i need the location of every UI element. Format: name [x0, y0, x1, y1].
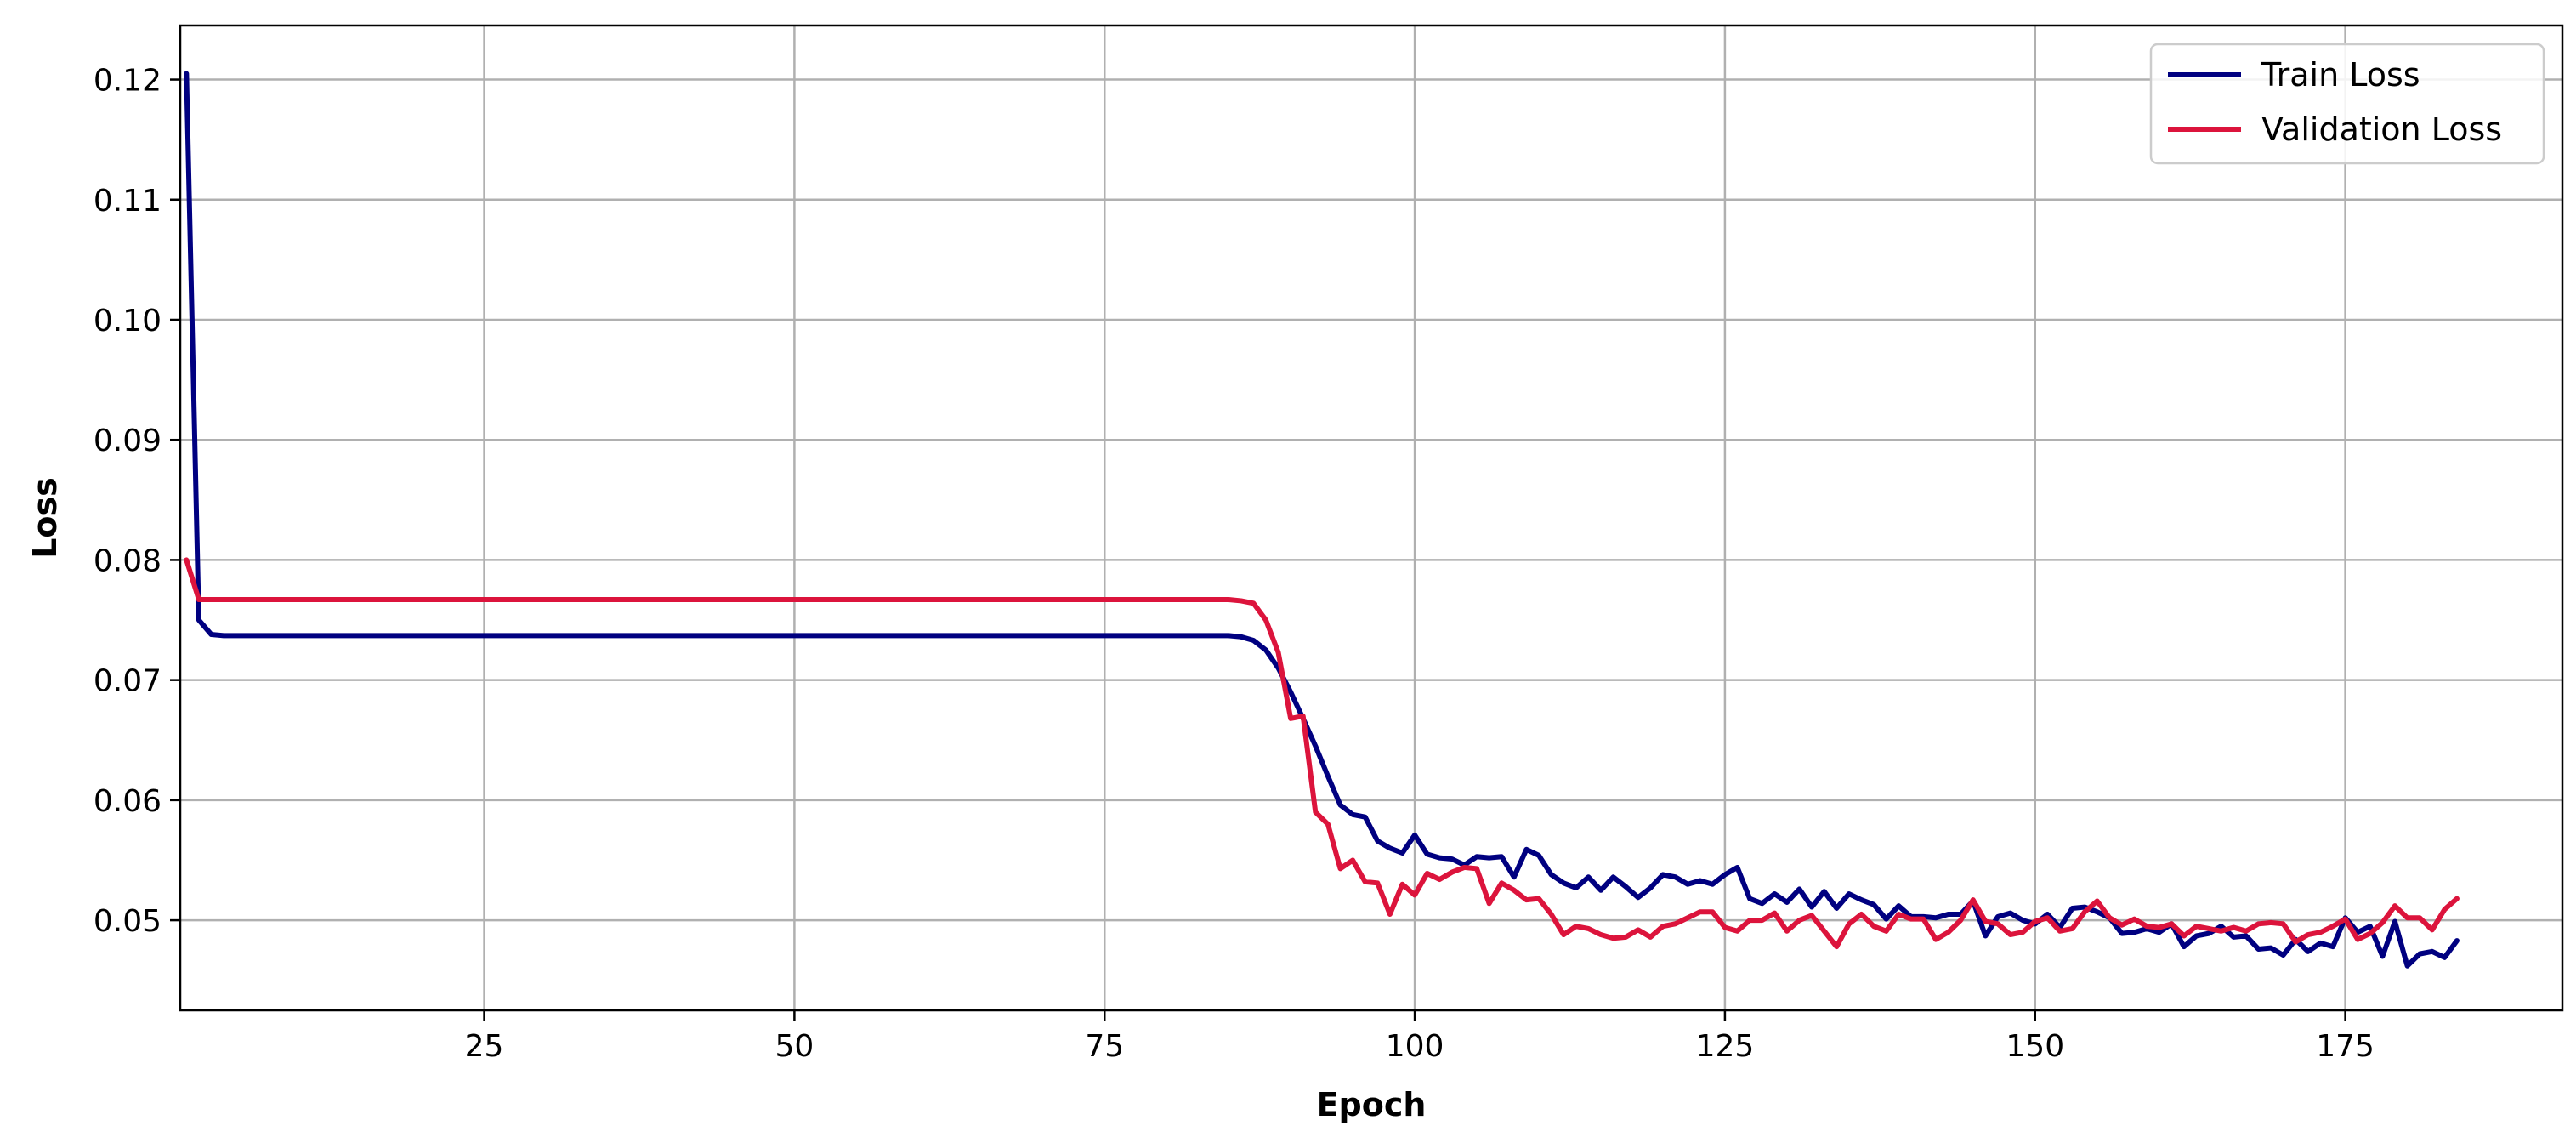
x-tick-label: 75	[1085, 1029, 1124, 1064]
x-axis-label: Epoch	[1317, 1086, 1427, 1123]
legend-label: Train Loss	[2261, 56, 2420, 94]
x-tick-label: 50	[775, 1029, 814, 1064]
y-tick-label: 0.06	[94, 784, 162, 819]
axis-ticks: 25 50 75 100 125 150 175 0.05 0.06 0.07 0.08 0.09 0.…	[94, 64, 2375, 1064]
y-tick-label: 0.07	[94, 664, 162, 699]
x-tick-label: 100	[1386, 1029, 1444, 1064]
y-tick-label: 0.09	[94, 424, 162, 458]
legend: Train Loss Validation Loss	[2149, 43, 2545, 165]
legend-box	[2149, 43, 2545, 165]
series-lines	[184, 71, 2460, 969]
x-tick-label: 125	[1696, 1029, 1755, 1064]
legend-label: Validation Loss	[2261, 111, 2502, 148]
y-tick-label: 0.05	[94, 904, 162, 939]
x-tick-label: 25	[465, 1029, 504, 1064]
x-tick-label: 175	[2316, 1029, 2375, 1064]
y-axis-label: Loss	[26, 477, 64, 559]
y-tick-label: 0.08	[94, 543, 162, 578]
y-tick-label: 0.12	[94, 64, 162, 99]
grid-lines	[180, 26, 2562, 1010]
y-tick-label: 0.10	[94, 304, 162, 338]
x-tick-label: 150	[2006, 1029, 2064, 1064]
y-tick-label: 0.11	[94, 184, 162, 219]
series-line-validation-loss	[184, 557, 2460, 950]
plot-frame	[179, 24, 2564, 1012]
series-line-train-loss	[184, 71, 2460, 969]
